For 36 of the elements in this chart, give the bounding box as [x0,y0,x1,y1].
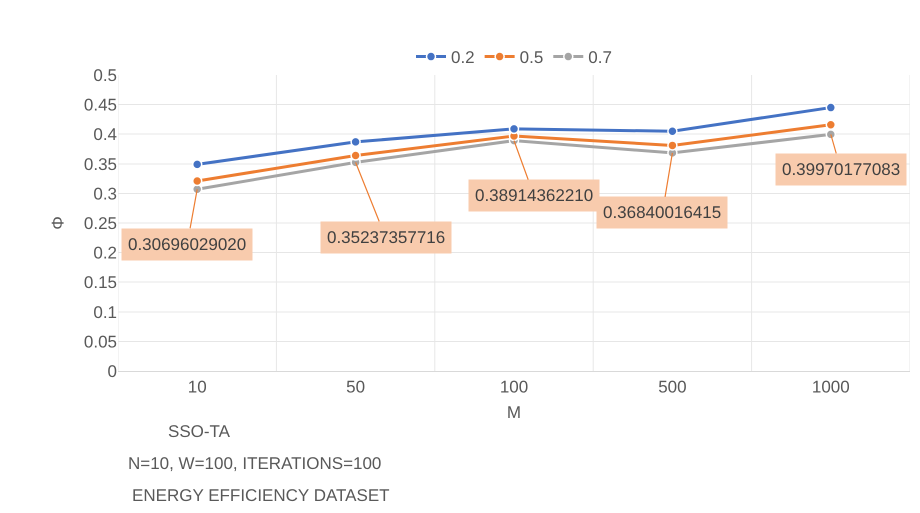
x-tick-label: 500 [658,377,687,396]
x-tick-label: 100 [500,377,528,396]
y-tick-label: 0.15 [84,273,117,292]
y-tick-label: 0 [108,362,117,381]
y-axis-title: Φ [48,216,68,230]
point [667,140,678,151]
point [826,102,836,113]
point [350,150,361,161]
x-tick-label: 10 [188,377,207,396]
point [508,124,520,134]
text: ENERGY EFFICIENCY DATASET [132,486,390,505]
x-tick-label: 1000 [812,377,850,396]
y-tick-label: 0.3 [93,184,117,204]
data-label: 0.30696029020 [128,235,246,254]
data-label: 0.39970177083 [782,160,900,179]
legend-label: 0.5 [520,48,544,68]
y-tick-label: 0.4 [93,125,117,144]
point [350,136,361,148]
y-tick-label: 0.25 [84,214,117,233]
x-tick-label: 50 [346,377,366,396]
y-tick-label: 0.05 [84,332,117,352]
y-tick-label: 0.45 [84,96,117,115]
text: SSO-TA [168,422,231,441]
data-label: 0.35237357716 [327,228,446,247]
legend-label: 0.2 [451,48,475,68]
data-label: 0.36840016415 [603,203,722,222]
point [192,159,202,170]
x-axis-title: M [506,402,522,422]
y-tick-label: 0.35 [84,154,117,174]
y-tick-label: 0.1 [93,302,117,322]
y-tick-label: 0.2 [93,244,117,263]
text: N=10, W=100, ITERATIONS=100 [128,454,382,473]
point [826,129,836,140]
data-label: 0.38914362210 [475,186,594,205]
y-tick-label: 0.5 [93,66,117,85]
legend-label: 0.7 [588,48,612,68]
